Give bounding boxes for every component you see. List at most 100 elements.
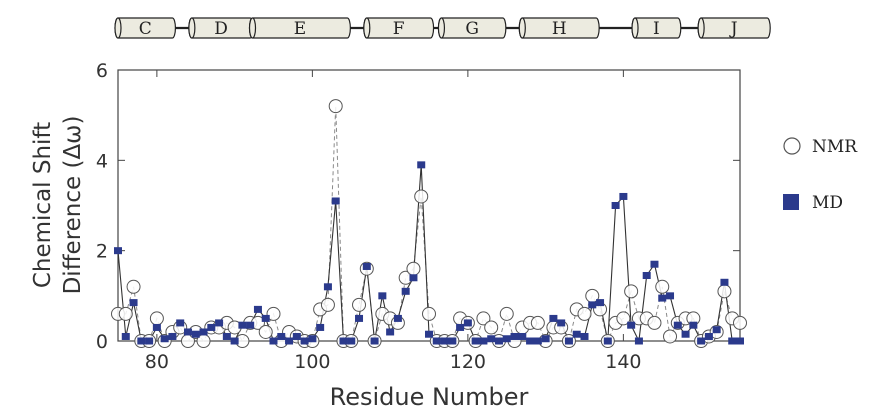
md-point	[160, 335, 169, 343]
x-tick-label: 140	[605, 351, 641, 373]
series-line-nmr	[118, 106, 741, 343]
md-point	[261, 314, 270, 322]
y-tick-label: 4	[96, 150, 108, 172]
nmr-point	[149, 311, 164, 326]
md-point	[619, 192, 628, 200]
x-tick-label: 120	[450, 351, 486, 373]
md-point	[720, 278, 729, 286]
md-point	[681, 330, 690, 338]
helix-d: D	[188, 17, 254, 39]
md-point	[121, 332, 130, 340]
md-point	[572, 330, 581, 338]
md-point	[463, 319, 472, 327]
y-axis-title: Chemical Shift Difference (Δω)	[30, 116, 86, 295]
helix-cylinder-cap	[437, 17, 446, 39]
nmr-point	[328, 99, 343, 114]
md-point	[129, 299, 138, 307]
x-tick-label: 100	[294, 351, 330, 373]
nmr-point	[647, 315, 662, 330]
md-point	[207, 323, 216, 331]
md-point	[176, 319, 185, 327]
md-point	[183, 328, 192, 336]
axis-ticks: 80 100 120 140 0 2 4 6	[96, 60, 740, 373]
helix-e: E	[248, 17, 351, 39]
md-point	[650, 260, 659, 268]
nmr-point	[422, 306, 436, 321]
nmr-point	[320, 297, 335, 312]
helix-label: G	[465, 19, 479, 39]
helix-label: C	[139, 19, 152, 39]
nmr-point	[258, 324, 273, 339]
y-tick-label: 6	[96, 60, 108, 82]
md-point	[230, 337, 239, 345]
nmr-point	[655, 279, 670, 294]
md-point	[355, 314, 364, 322]
md-point	[401, 287, 410, 295]
md-point	[316, 323, 325, 331]
md-point	[510, 332, 519, 340]
x-tick-label: 80	[145, 351, 169, 373]
helix-label: I	[653, 19, 660, 39]
nmr-point	[352, 297, 367, 312]
md-point	[323, 283, 332, 291]
md-point	[526, 337, 535, 345]
md-point	[596, 299, 605, 307]
md-point	[557, 319, 566, 327]
legend-nmr-marker	[783, 137, 801, 155]
md-point	[487, 335, 496, 343]
nmr-point	[414, 189, 429, 204]
md-point	[308, 335, 317, 343]
md-point	[215, 319, 224, 327]
md-point	[494, 337, 503, 345]
md-point	[440, 337, 449, 345]
x-axis-title: Residue Number	[330, 383, 529, 411]
md-point	[393, 314, 402, 322]
nmr-point	[530, 315, 545, 330]
md-point	[246, 321, 255, 329]
md-point	[704, 332, 713, 340]
md-point	[689, 321, 698, 329]
md-point	[456, 323, 465, 331]
helix-cylinder-cap	[518, 17, 526, 39]
md-point	[409, 274, 418, 282]
helix-h: H	[518, 17, 600, 39]
md-point	[448, 337, 457, 345]
md-point	[697, 337, 706, 345]
helix-cylinder-cap	[631, 17, 639, 39]
md-point	[634, 337, 643, 345]
md-point	[588, 301, 597, 309]
md-point	[378, 292, 387, 300]
legend-md-marker	[783, 194, 799, 210]
nmr-point	[577, 306, 592, 321]
legend-md-label: MD	[812, 193, 843, 213]
legend: NMR MD	[783, 137, 858, 213]
md-point	[642, 272, 651, 280]
nmr-point	[663, 329, 678, 344]
md-point	[362, 262, 371, 270]
md-point	[533, 337, 542, 345]
md-point	[518, 332, 527, 340]
helix-i: I	[631, 17, 682, 39]
md-point	[292, 332, 301, 340]
md-point	[502, 335, 511, 343]
md-point	[339, 337, 348, 345]
nmr-point	[266, 306, 281, 321]
helix-f: F	[363, 17, 435, 39]
md-point	[300, 337, 309, 345]
md-point	[145, 337, 154, 345]
helix-j: J	[697, 17, 771, 39]
md-point	[611, 202, 620, 209]
md-point	[191, 330, 200, 338]
md-point	[238, 321, 247, 329]
y-axis-title-line-2: Difference (Δω)	[60, 116, 86, 295]
md-point	[728, 337, 737, 345]
md-point	[199, 328, 208, 336]
helix-label: E	[294, 19, 306, 39]
md-point	[285, 337, 294, 345]
md-point	[471, 337, 480, 345]
md-point	[673, 321, 682, 329]
md-point	[425, 330, 433, 338]
md-point	[658, 294, 667, 302]
md-point	[152, 323, 161, 331]
md-point	[269, 337, 278, 345]
